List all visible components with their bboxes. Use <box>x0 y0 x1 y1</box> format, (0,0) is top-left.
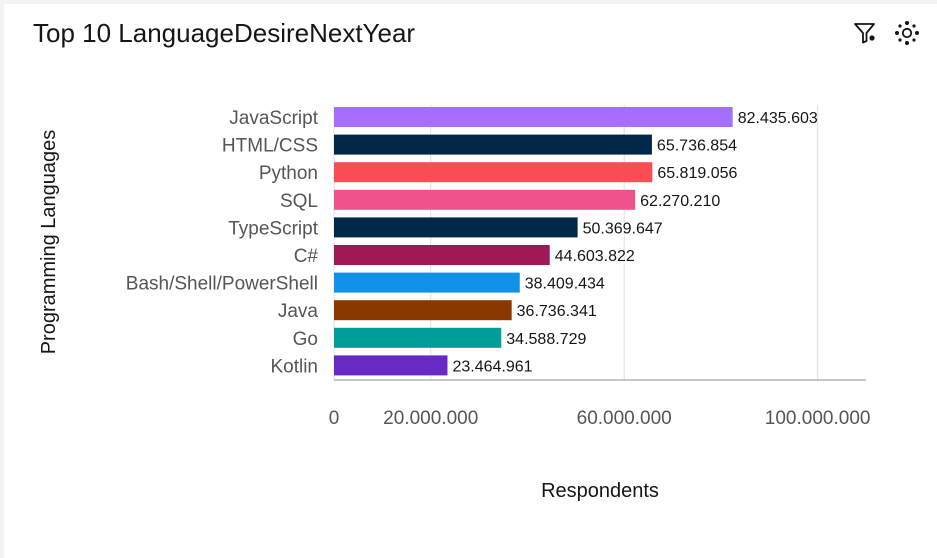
bar-go[interactable] <box>334 327 502 348</box>
category-label: Go <box>293 329 318 350</box>
chart-title: Top 10 LanguageDesireNextYear <box>33 18 416 48</box>
category-label: JavaScript <box>229 108 318 129</box>
value-label: 38.409.434 <box>525 276 605 293</box>
settings-icon[interactable] <box>894 20 920 46</box>
bar-html-css[interactable] <box>334 134 652 155</box>
value-label: 65.736.854 <box>657 138 737 155</box>
bars <box>334 107 733 376</box>
x-tick-label: 60.000.000 <box>577 408 672 429</box>
value-label: 23.464.961 <box>452 358 532 375</box>
value-label: 44.603.822 <box>555 248 635 265</box>
category-label: Python <box>259 163 318 184</box>
value-label: 65.819.056 <box>657 165 737 182</box>
value-label: 36.736.341 <box>517 303 597 320</box>
bar-python[interactable] <box>334 162 653 183</box>
bar-kotlin[interactable] <box>334 355 448 376</box>
x-tick-labels: 0 20.000.000 60.000.000 100.000.000 <box>329 408 871 429</box>
bar-bash-shell-powershell[interactable] <box>334 272 520 293</box>
bar-sql[interactable] <box>334 189 636 210</box>
category-labels: JavaScript HTML/CSS Python SQL TypeScript C# B… <box>126 108 319 377</box>
x-tick-label: 0 <box>329 408 340 429</box>
bar-java[interactable] <box>334 300 512 321</box>
value-label: 62.270.210 <box>640 193 720 210</box>
category-label: Java <box>278 301 319 322</box>
bar-javascript[interactable] <box>334 107 733 127</box>
filter-icon[interactable] <box>852 20 878 46</box>
category-label: C# <box>294 246 319 267</box>
value-label: 34.588.729 <box>506 331 586 348</box>
category-label: Kotlin <box>270 356 318 377</box>
value-label: 82.435.603 <box>738 110 818 127</box>
category-label: Bash/Shell/PowerShell <box>126 274 318 295</box>
x-tick-label: 100.000.000 <box>765 408 871 429</box>
y-axis-title: Programming Languages <box>38 130 60 355</box>
category-label: HTML/CSS <box>222 136 318 157</box>
x-axis-title: Respondents <box>541 480 659 502</box>
x-tick-label: 20.000.000 <box>383 408 478 429</box>
bar-c-[interactable] <box>334 245 550 265</box>
category-label: SQL <box>280 191 318 212</box>
bar-typescript[interactable] <box>334 217 578 238</box>
category-label: TypeScript <box>228 218 318 239</box>
value-label: 50.369.647 <box>583 220 663 237</box>
